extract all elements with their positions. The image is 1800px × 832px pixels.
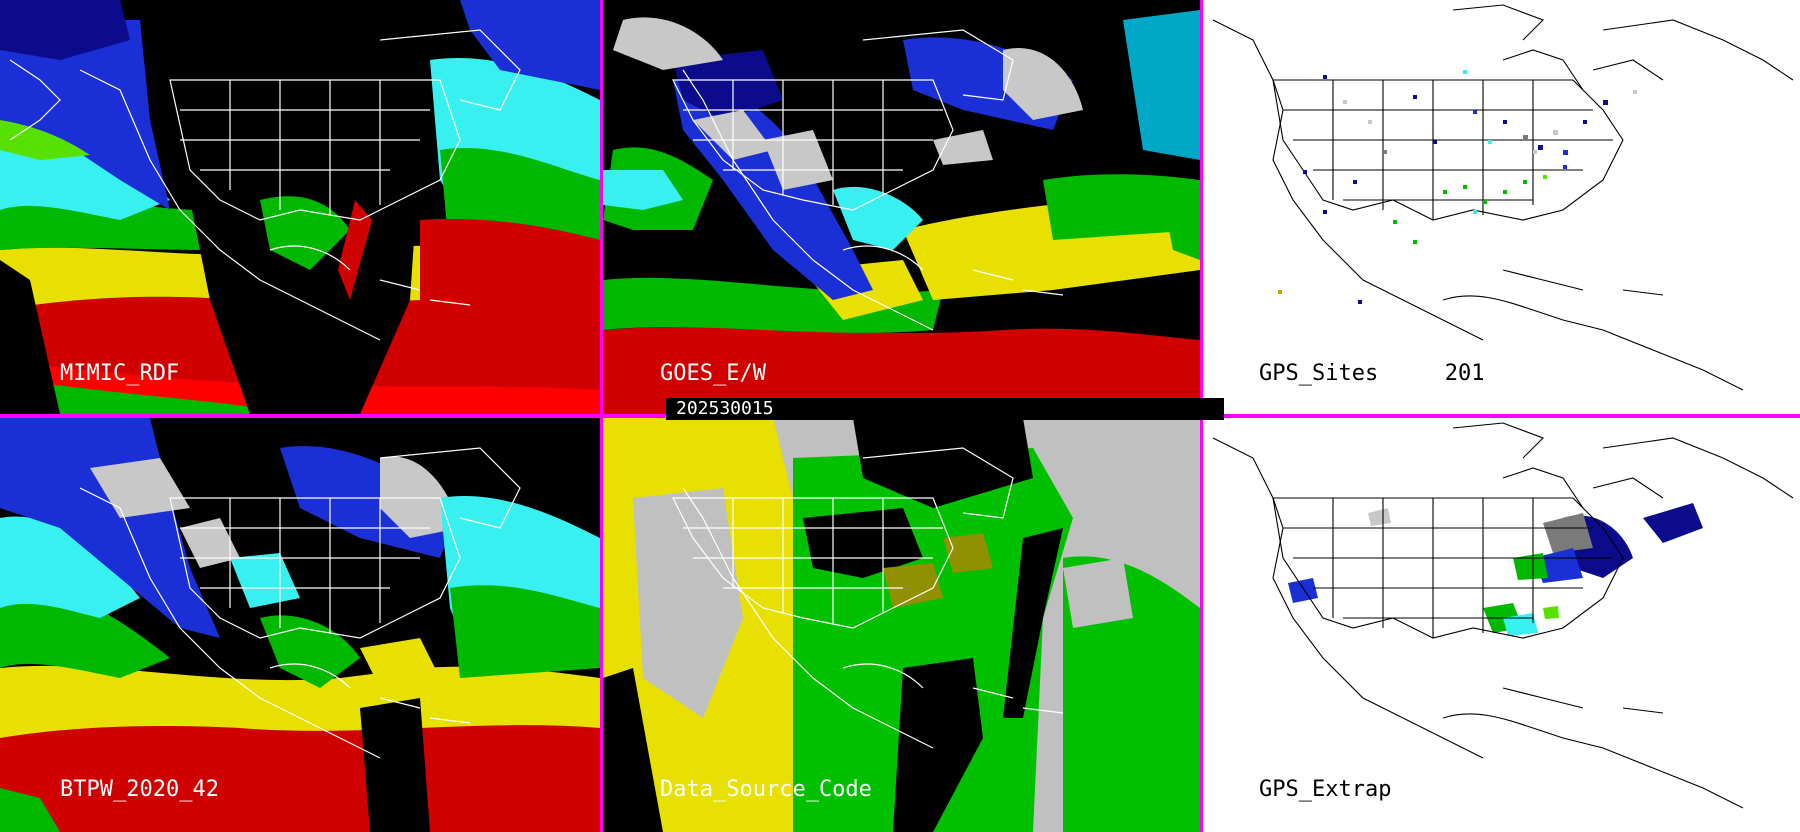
panel-label-goes: GOES_E/W (660, 361, 766, 386)
panel-gps-extrap: GPS_Extrap (1203, 418, 1800, 832)
panel-btpw: BTPW_2020_42 (0, 418, 600, 832)
panel-goes: GOES_E/W (603, 0, 1200, 414)
panel-label-btpw: BTPW_2020_42 (60, 777, 219, 802)
panel-label-gps-sites: GPS_Sites 201 (1259, 361, 1484, 386)
gps-sites-map (1203, 0, 1800, 414)
panel-label-data-source: Data_Source_Code (660, 777, 872, 802)
panel-label-gps-extrap: GPS_Extrap (1259, 777, 1392, 802)
data-source-map (603, 418, 1200, 832)
panel-mimic: MIMIC_RDF (0, 0, 600, 414)
btpw-map (0, 418, 600, 832)
mimic-map (0, 0, 600, 414)
panel-data-source: Data_Source_Code (603, 418, 1200, 832)
gps-extrap-map (1203, 418, 1800, 832)
panel-gps-sites: GPS_Sites 201 (1203, 0, 1800, 414)
goes-map (603, 0, 1200, 414)
gps-sites-count: 201 (1444, 361, 1485, 386)
panel-label-mimic: MIMIC_RDF (60, 361, 180, 386)
gps-sites-title: GPS_Sites (1259, 361, 1379, 386)
timestamp-bar: 202530015 (666, 398, 1224, 420)
